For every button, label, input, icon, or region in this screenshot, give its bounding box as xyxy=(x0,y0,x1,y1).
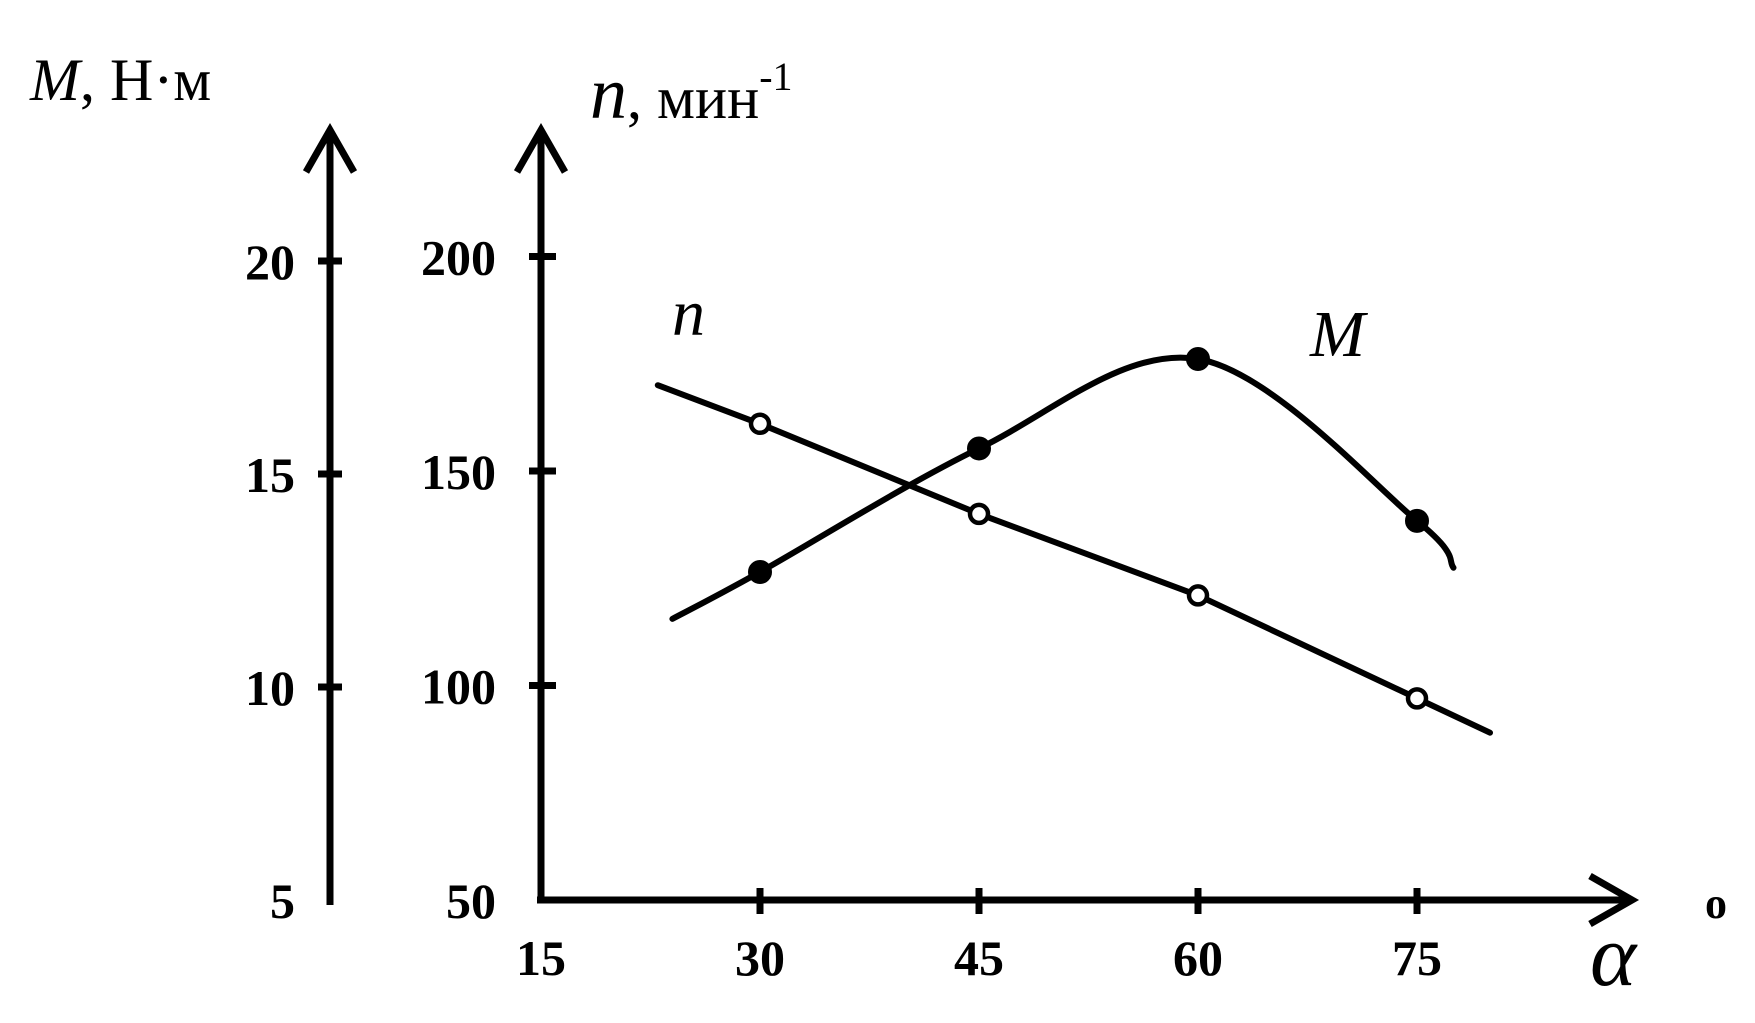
alpha-tick-label: 75 xyxy=(1392,930,1442,986)
m-axis-title: M, Н·м xyxy=(29,47,211,113)
n-axis-title: n, мин-1 xyxy=(590,53,793,135)
series-n-point xyxy=(748,412,772,436)
alpha-axis-unit: о xyxy=(1705,879,1727,928)
m-tick-label: 15 xyxy=(245,447,295,503)
series-m-line xyxy=(669,354,1457,622)
n-axis: 50 100 150 200 n, мин-1 xyxy=(421,53,793,929)
series-n-point xyxy=(1186,584,1210,607)
m-axis: 5 10 15 20 M, Н·м xyxy=(29,47,358,929)
series-n-point xyxy=(1405,687,1429,710)
alpha-tick-label: 45 xyxy=(954,930,1004,986)
series-n-line xyxy=(654,382,1493,736)
n-tick-label: 50 xyxy=(446,873,496,929)
n-tick-label: 100 xyxy=(421,659,496,715)
n-tick-label: 150 xyxy=(421,444,496,500)
series-n-point xyxy=(967,502,991,526)
series-m-point xyxy=(748,559,772,584)
series-m-point xyxy=(1405,508,1429,533)
m-tick-label: 5 xyxy=(270,873,295,929)
n-tick-label: 200 xyxy=(421,230,496,286)
alpha-tick-label: 30 xyxy=(735,930,785,986)
alpha-tick-label: 15 xyxy=(516,930,566,986)
m-tick-label: 20 xyxy=(245,234,295,290)
series-n-label: n xyxy=(672,277,705,350)
alpha-axis: 15 30 45 60 75 α о xyxy=(516,872,1727,1005)
series-m-point xyxy=(967,436,991,461)
series-m-point xyxy=(1186,346,1210,371)
m-tick-label: 10 xyxy=(245,660,295,716)
alpha-axis-symbol: α xyxy=(1590,908,1638,1005)
series-m-label: M xyxy=(1309,298,1369,371)
alpha-tick-label: 60 xyxy=(1173,930,1223,986)
